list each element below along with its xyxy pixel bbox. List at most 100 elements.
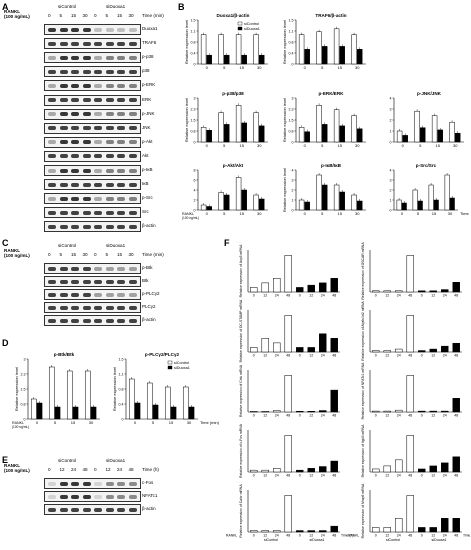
blot-band [71,182,79,187]
blot-band [117,210,125,215]
rankl-conc: (100 ng/mL) [4,252,30,258]
rankl-axis-label: RANKL [226,534,237,538]
blot-band [48,140,56,145]
blot-band [59,27,68,32]
f-bar-chart: 0 12 24 48 0 12 24 48 Relative expression of OSC… [361,242,462,300]
y-tick-label: 0.8 [289,129,294,133]
blot-band [128,55,137,60]
bar [437,129,443,143]
bar [339,191,345,211]
bar [319,282,327,293]
x-tick-label: 30 [355,65,360,70]
rankl-conc: (100 ng/mL) [4,467,30,473]
blot-band [59,69,68,74]
bar [261,338,269,353]
blot-band [94,69,102,74]
blot-band [105,168,114,173]
x-tick-label: 0 [299,534,301,538]
blot-strip [44,276,141,287]
x-tick-label: 30 [448,211,453,216]
blot-band [48,481,56,486]
blot-band [48,494,56,499]
blot-band [105,27,114,32]
x-tick-label: 12 [309,354,313,358]
blot-strip [44,150,141,162]
blot-strip [44,122,141,134]
bar [206,206,212,211]
blot-band [71,98,79,102]
bar [316,174,322,211]
x-tick-label: 24 [321,534,325,538]
blot-band [71,83,79,88]
x-tick-label: 12 [385,294,389,298]
x-tick-label: 48 [408,294,412,298]
bar [396,130,403,143]
bar [296,411,304,413]
blot-band [48,168,56,173]
bar [241,189,247,211]
blot-band [71,305,79,310]
blot-band [82,494,91,499]
blot-row-label: JNK [142,124,151,130]
blot-band [117,318,125,323]
bar [383,410,391,413]
y-tick-label: 3 [292,178,294,182]
x-tick-label: 0 [375,474,377,478]
blot-band [48,224,56,229]
blot-band [48,196,56,201]
x-tick-label: 0 [134,420,137,425]
group-label-siduoxa1: siDuoxa1 [310,538,325,542]
blot-row-label: IκB [142,181,149,187]
x-tick-label: 12 [309,474,313,478]
x-tick-label: 5 [417,211,420,216]
chart-title: p-p38/p38 [222,91,244,96]
x-tick-label: 0 [304,65,307,70]
blot-band [117,481,125,486]
blot-row-label: p-p38 [142,54,154,60]
bar [418,468,426,473]
bar [383,350,391,353]
bar [273,278,281,293]
blot-band [59,41,68,46]
group-label-siduoxa1: siDuoxa1 [106,4,126,9]
x-tick-label: 24 [275,534,279,538]
y-axis-label: Relative expression of Itgb3 mRNA [361,424,365,478]
blot-strip [44,193,141,205]
blot-band [71,279,79,284]
blot-band [94,481,102,486]
chart-title: p-IκB/IκB [321,163,342,168]
group-label-siduoxa1: siDuoxa1 [106,458,126,463]
blot-row-label: β-actin [142,506,156,511]
f-bar-chart: 0 12 24 48 0 12 24 48 Relative expression of Cts… [239,364,340,418]
blot-band [59,210,68,215]
blot-band [117,55,125,60]
x-tick-label: 24 [397,354,401,358]
lane-label: 15 [117,252,123,257]
bar [307,411,315,413]
f-bar-chart: 0 12 24 48 0 12 24 48 Relative expression of DC-… [239,299,340,362]
x-tick-label: 5 [223,65,226,70]
x-tick-label: 15 [240,211,245,216]
blot-band [128,126,137,131]
blot-band [71,27,79,32]
x-tick-label: 0 [253,474,255,478]
x-tick-label: 0 [304,143,307,148]
blot-strip [44,491,141,502]
blot-row-label: p-Btk [142,265,153,270]
bar [36,402,43,420]
blot-band [117,41,125,46]
x-tick-label: 48 [408,534,412,538]
x-tick-label: 24 [397,534,401,538]
blot-band [82,27,91,32]
y-tick-label: 4 [292,168,294,172]
bar [66,370,73,420]
bar [296,469,304,473]
blot-band [105,140,114,145]
bar [218,192,224,211]
lane-label: 12 [105,467,111,472]
blot-band [105,318,114,323]
blot-strip [44,52,141,64]
rankl-axis-label: RANKL [12,421,24,425]
x-tick-label: 12 [431,294,435,298]
